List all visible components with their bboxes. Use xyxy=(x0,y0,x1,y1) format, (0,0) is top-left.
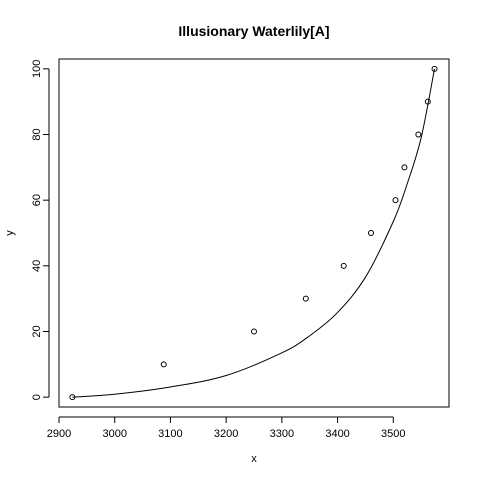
data-point xyxy=(69,394,76,401)
plot-area xyxy=(58,58,450,408)
data-point xyxy=(415,131,422,138)
data-point xyxy=(302,295,309,302)
fitted-curve xyxy=(72,68,436,398)
data-point xyxy=(340,262,347,269)
y-tick-label: 60 xyxy=(31,194,43,206)
data-point xyxy=(424,98,431,105)
data-point xyxy=(251,328,257,335)
data-point xyxy=(431,65,438,72)
x-tick-label: 3100 xyxy=(158,428,182,440)
x-tick-label: 3500 xyxy=(381,428,405,440)
y-tick-label: 80 xyxy=(31,128,43,140)
y-tick-label: 0 xyxy=(31,394,43,400)
y-tick-label: 100 xyxy=(31,60,43,78)
x-tick-label: 2900 xyxy=(47,428,71,440)
x-tick-label: 3200 xyxy=(214,428,238,440)
series xyxy=(69,65,438,401)
x-tick-label: 3400 xyxy=(325,428,349,440)
y-axis: 0 20 40 60 80 100 xyxy=(31,60,50,400)
x-tick-label: 3000 xyxy=(102,428,126,440)
data-point xyxy=(401,164,408,171)
x-axis-title: x xyxy=(251,453,257,465)
x-tick-label: 3300 xyxy=(270,428,294,440)
x-axis: 2900 3000 3100 3200 3300 3400 3500 xyxy=(47,416,406,440)
y-tick-label: 40 xyxy=(31,260,43,272)
data-point xyxy=(392,197,399,204)
y-axis-title: y xyxy=(4,230,16,236)
data-point xyxy=(160,361,167,368)
data-point xyxy=(368,230,374,236)
chart-title: Illusionary Waterlily[A] xyxy=(178,23,329,39)
y-tick-label: 20 xyxy=(31,325,43,337)
